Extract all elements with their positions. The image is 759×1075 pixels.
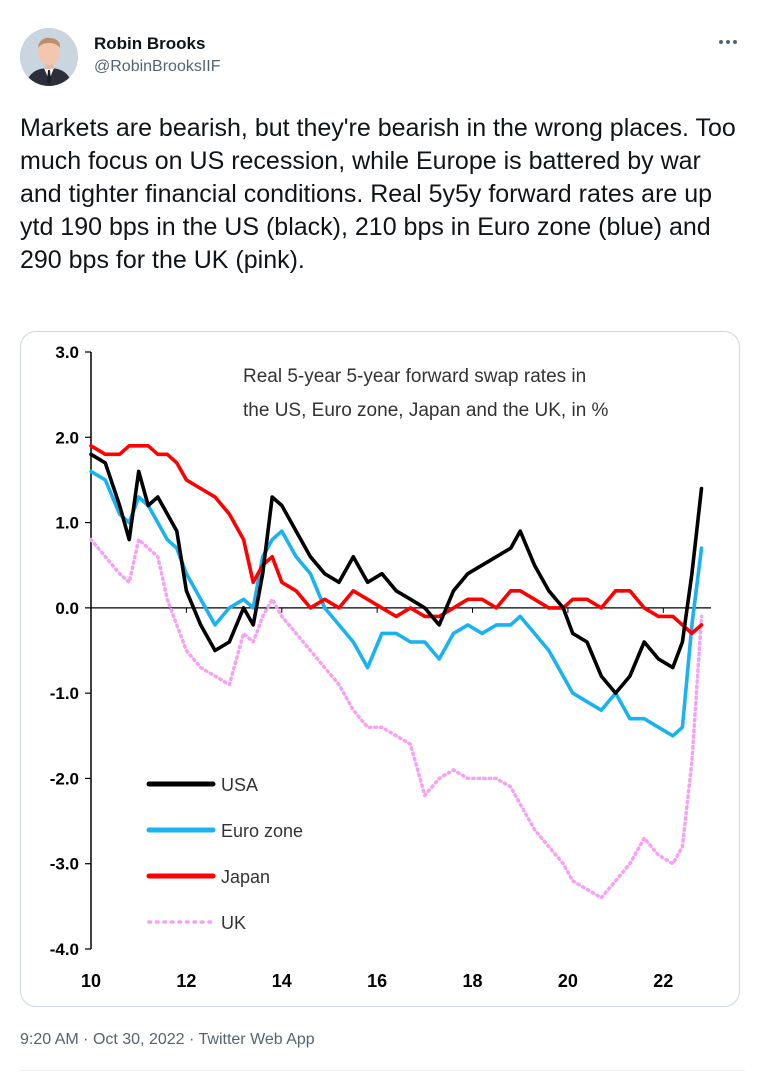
legend-label-uk: UK xyxy=(221,913,246,933)
tweet-source-app[interactable]: Twitter Web App xyxy=(198,1031,315,1048)
y-tick-label: -4.0 xyxy=(50,940,79,959)
x-tick-label: 18 xyxy=(463,971,483,991)
y-tick-label: -1.0 xyxy=(50,684,79,703)
x-tick-label: 16 xyxy=(367,971,387,991)
y-tick-label: 2.0 xyxy=(55,428,79,447)
more-horizontal-icon xyxy=(719,40,737,44)
x-tick-label: 10 xyxy=(81,971,101,991)
tweet-text: Markets are bearish, but they're bearish… xyxy=(20,114,736,274)
avatar-portrait xyxy=(20,28,78,86)
series-line-euro-zone xyxy=(89,469,704,738)
x-tick-label: 12 xyxy=(176,971,196,991)
y-tick-label: 0.0 xyxy=(55,599,79,618)
tweet-time[interactable]: 9:20 AM xyxy=(20,1031,79,1048)
legend-label-usa: USA xyxy=(221,775,258,795)
y-tick-label: 3.0 xyxy=(55,343,79,362)
author-handle[interactable]: @RobinBrooksIIF xyxy=(94,58,221,75)
chart: 3.0 2.0 1.0 0.0 -1.0 -2.0 -3.0 -4.010 12 14 16 18 20… xyxy=(50,343,711,991)
chart-title-line: Real 5-year 5-year forward swap rates in xyxy=(243,366,586,387)
x-tick-label: 20 xyxy=(558,971,578,991)
y-tick-label: -2.0 xyxy=(50,769,79,788)
series-line-usa xyxy=(89,452,704,695)
series-line-japan xyxy=(89,444,704,636)
meta-separator: · xyxy=(189,1031,195,1048)
x-tick-label: 14 xyxy=(272,971,292,991)
series-line-uk xyxy=(89,537,704,900)
legend-label-euro-zone: Euro zone xyxy=(221,821,303,841)
more-options-button[interactable] xyxy=(712,28,744,56)
tweet-media-chart[interactable]: 3.0 2.0 1.0 0.0 -1.0 -2.0 -3.0 -4.0 10 12 14 16 18 20… xyxy=(20,331,740,1007)
x-tick-label: 22 xyxy=(653,971,673,991)
author-name[interactable]: Robin Brooks xyxy=(94,34,206,53)
tweet-date[interactable]: Oct 30, 2022 xyxy=(92,1031,185,1048)
chart-title-line: the US, Euro zone, Japan and the UK, in … xyxy=(243,400,609,421)
tweet-meta: 9:20 AM · Oct 30, 2022 · Twitter Web App xyxy=(20,1031,315,1049)
legend-label-japan: Japan xyxy=(221,867,270,887)
y-tick-label: 1.0 xyxy=(55,514,79,533)
divider xyxy=(20,1070,745,1071)
y-tick-label: -3.0 xyxy=(50,855,79,874)
avatar[interactable] xyxy=(20,28,78,86)
meta-separator: · xyxy=(83,1031,89,1048)
